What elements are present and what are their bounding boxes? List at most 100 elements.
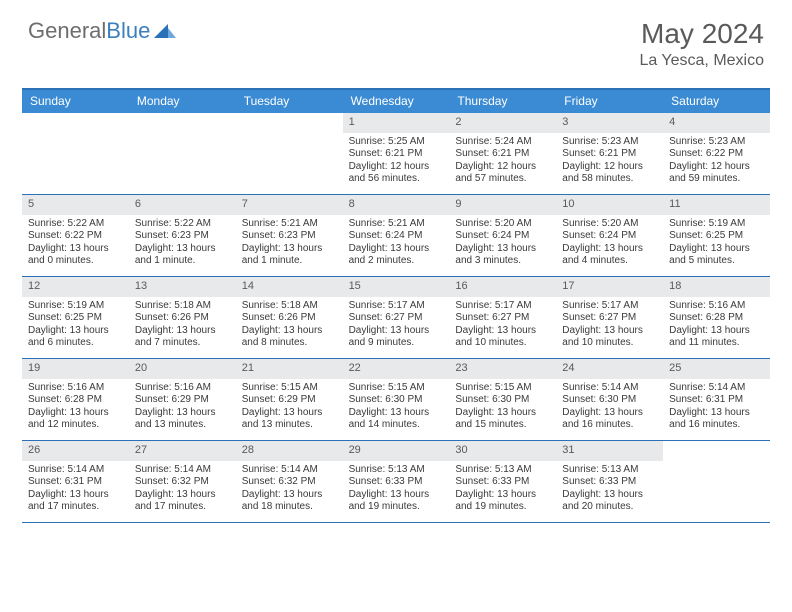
daylight2-text: and 17 minutes.: [28, 501, 123, 514]
header: GeneralBlue May 2024 La Yesca, Mexico: [0, 0, 792, 78]
daylight2-text: and 19 minutes.: [455, 501, 550, 514]
calendar-cell: 30Sunrise: 5:13 AMSunset: 6:33 PMDayligh…: [449, 441, 556, 522]
calendar-cell: 16Sunrise: 5:17 AMSunset: 6:27 PMDayligh…: [449, 277, 556, 358]
sunrise-text: Sunrise: 5:14 AM: [135, 464, 230, 477]
sunset-text: Sunset: 6:32 PM: [242, 476, 337, 489]
daylight1-text: Daylight: 13 hours: [455, 325, 550, 338]
month-title: May 2024: [639, 18, 764, 50]
col-tuesday: Tuesday: [236, 90, 343, 113]
daylight2-text: and 3 minutes.: [455, 255, 550, 268]
sunset-text: Sunset: 6:21 PM: [349, 148, 444, 161]
daylight1-text: Daylight: 13 hours: [242, 489, 337, 502]
calendar-cell: 10Sunrise: 5:20 AMSunset: 6:24 PMDayligh…: [556, 195, 663, 276]
daylight2-text: and 6 minutes.: [28, 337, 123, 350]
sunset-text: Sunset: 6:21 PM: [562, 148, 657, 161]
calendar-cell: 4Sunrise: 5:23 AMSunset: 6:22 PMDaylight…: [663, 113, 770, 194]
cell-content: Sunrise: 5:16 AMSunset: 6:29 PMDaylight:…: [129, 379, 236, 436]
daylight2-text: and 57 minutes.: [455, 173, 550, 186]
calendar-cell: 24Sunrise: 5:14 AMSunset: 6:30 PMDayligh…: [556, 359, 663, 440]
cell-content: Sunrise: 5:17 AMSunset: 6:27 PMDaylight:…: [343, 297, 450, 354]
daylight2-text: and 17 minutes.: [135, 501, 230, 514]
cell-content: Sunrise: 5:18 AMSunset: 6:26 PMDaylight:…: [129, 297, 236, 354]
daylight1-text: Daylight: 12 hours: [562, 161, 657, 174]
daylight2-text: and 56 minutes.: [349, 173, 444, 186]
calendar-cell: 8Sunrise: 5:21 AMSunset: 6:24 PMDaylight…: [343, 195, 450, 276]
calendar-cell: [22, 113, 129, 194]
sunrise-text: Sunrise: 5:23 AM: [562, 136, 657, 149]
sunrise-text: Sunrise: 5:18 AM: [242, 300, 337, 313]
sunrise-text: Sunrise: 5:13 AM: [562, 464, 657, 477]
daylight2-text: and 10 minutes.: [455, 337, 550, 350]
daylight2-text: and 10 minutes.: [562, 337, 657, 350]
day-number: 8: [343, 195, 450, 215]
calendar-cell: 3Sunrise: 5:23 AMSunset: 6:21 PMDaylight…: [556, 113, 663, 194]
daylight1-text: Daylight: 13 hours: [562, 325, 657, 338]
day-number: 28: [236, 441, 343, 461]
calendar-week: 19Sunrise: 5:16 AMSunset: 6:28 PMDayligh…: [22, 359, 770, 441]
day-number: 12: [22, 277, 129, 297]
day-number: 13: [129, 277, 236, 297]
cell-content: Sunrise: 5:19 AMSunset: 6:25 PMDaylight:…: [22, 297, 129, 354]
calendar-cell: 29Sunrise: 5:13 AMSunset: 6:33 PMDayligh…: [343, 441, 450, 522]
daylight1-text: Daylight: 13 hours: [242, 325, 337, 338]
daylight1-text: Daylight: 13 hours: [242, 243, 337, 256]
daylight2-text: and 15 minutes.: [455, 419, 550, 432]
sunset-text: Sunset: 6:29 PM: [242, 394, 337, 407]
sunrise-text: Sunrise: 5:13 AM: [455, 464, 550, 477]
cell-content: Sunrise: 5:15 AMSunset: 6:29 PMDaylight:…: [236, 379, 343, 436]
calendar-week: 1Sunrise: 5:25 AMSunset: 6:21 PMDaylight…: [22, 113, 770, 195]
sunset-text: Sunset: 6:26 PM: [242, 312, 337, 325]
calendar-cell: 12Sunrise: 5:19 AMSunset: 6:25 PMDayligh…: [22, 277, 129, 358]
calendar-cell: 25Sunrise: 5:14 AMSunset: 6:31 PMDayligh…: [663, 359, 770, 440]
sunrise-text: Sunrise: 5:13 AM: [349, 464, 444, 477]
sunrise-text: Sunrise: 5:23 AM: [669, 136, 764, 149]
sunset-text: Sunset: 6:30 PM: [562, 394, 657, 407]
cell-content: Sunrise: 5:14 AMSunset: 6:32 PMDaylight:…: [236, 461, 343, 518]
day-number: 24: [556, 359, 663, 379]
calendar: Sunday Monday Tuesday Wednesday Thursday…: [22, 88, 770, 523]
daylight2-text: and 1 minute.: [135, 255, 230, 268]
day-number: [22, 113, 129, 133]
calendar-cell: 2Sunrise: 5:24 AMSunset: 6:21 PMDaylight…: [449, 113, 556, 194]
day-number: 23: [449, 359, 556, 379]
daylight1-text: Daylight: 13 hours: [455, 489, 550, 502]
day-number: 2: [449, 113, 556, 133]
sunrise-text: Sunrise: 5:18 AM: [135, 300, 230, 313]
daylight1-text: Daylight: 13 hours: [135, 243, 230, 256]
cell-content: Sunrise: 5:21 AMSunset: 6:23 PMDaylight:…: [236, 215, 343, 272]
sunset-text: Sunset: 6:33 PM: [455, 476, 550, 489]
calendar-cell: [129, 113, 236, 194]
sunrise-text: Sunrise: 5:19 AM: [28, 300, 123, 313]
cell-content: Sunrise: 5:19 AMSunset: 6:25 PMDaylight:…: [663, 215, 770, 272]
day-number: 4: [663, 113, 770, 133]
cell-content: Sunrise: 5:25 AMSunset: 6:21 PMDaylight:…: [343, 133, 450, 190]
sunrise-text: Sunrise: 5:24 AM: [455, 136, 550, 149]
sunrise-text: Sunrise: 5:22 AM: [28, 218, 123, 231]
daylight1-text: Daylight: 13 hours: [135, 489, 230, 502]
sunrise-text: Sunrise: 5:21 AM: [349, 218, 444, 231]
location: La Yesca, Mexico: [639, 52, 764, 70]
calendar-cell: 11Sunrise: 5:19 AMSunset: 6:25 PMDayligh…: [663, 195, 770, 276]
cell-content: Sunrise: 5:18 AMSunset: 6:26 PMDaylight:…: [236, 297, 343, 354]
daylight1-text: Daylight: 13 hours: [28, 407, 123, 420]
calendar-cell: 31Sunrise: 5:13 AMSunset: 6:33 PMDayligh…: [556, 441, 663, 522]
sunset-text: Sunset: 6:29 PM: [135, 394, 230, 407]
cell-content: Sunrise: 5:16 AMSunset: 6:28 PMDaylight:…: [663, 297, 770, 354]
sunset-text: Sunset: 6:22 PM: [28, 230, 123, 243]
sunset-text: Sunset: 6:23 PM: [242, 230, 337, 243]
calendar-cell: 9Sunrise: 5:20 AMSunset: 6:24 PMDaylight…: [449, 195, 556, 276]
sunrise-text: Sunrise: 5:16 AM: [669, 300, 764, 313]
cell-content: Sunrise: 5:20 AMSunset: 6:24 PMDaylight:…: [556, 215, 663, 272]
cell-content: Sunrise: 5:22 AMSunset: 6:23 PMDaylight:…: [129, 215, 236, 272]
daylight2-text: and 8 minutes.: [242, 337, 337, 350]
sunset-text: Sunset: 6:27 PM: [349, 312, 444, 325]
sunset-text: Sunset: 6:25 PM: [28, 312, 123, 325]
cell-content: Sunrise: 5:14 AMSunset: 6:32 PMDaylight:…: [129, 461, 236, 518]
day-number: 20: [129, 359, 236, 379]
day-number: 10: [556, 195, 663, 215]
logo-part1: General: [28, 18, 106, 43]
daylight1-text: Daylight: 13 hours: [349, 407, 444, 420]
calendar-week: 26Sunrise: 5:14 AMSunset: 6:31 PMDayligh…: [22, 441, 770, 523]
col-monday: Monday: [129, 90, 236, 113]
cell-content: Sunrise: 5:23 AMSunset: 6:22 PMDaylight:…: [663, 133, 770, 190]
